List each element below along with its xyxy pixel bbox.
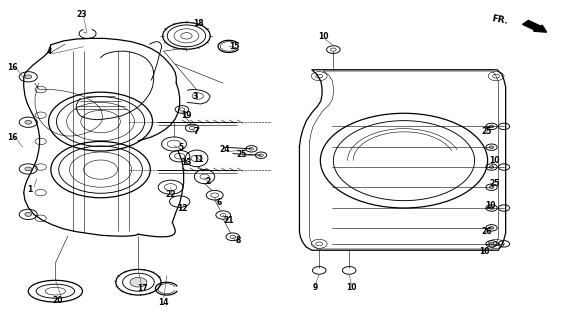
Circle shape bbox=[25, 120, 32, 124]
Circle shape bbox=[489, 243, 494, 245]
Text: 12: 12 bbox=[177, 204, 187, 213]
Text: 7: 7 bbox=[194, 127, 199, 136]
Circle shape bbox=[489, 125, 494, 128]
Circle shape bbox=[489, 146, 494, 148]
Text: 13: 13 bbox=[181, 158, 192, 167]
Text: 10: 10 bbox=[346, 283, 357, 292]
Text: 25: 25 bbox=[489, 179, 499, 188]
Text: 10: 10 bbox=[318, 32, 328, 41]
Circle shape bbox=[489, 186, 494, 188]
Circle shape bbox=[489, 227, 494, 229]
Text: 6: 6 bbox=[216, 198, 222, 207]
Text: 20: 20 bbox=[53, 296, 63, 305]
Text: 22: 22 bbox=[166, 190, 176, 199]
Text: 14: 14 bbox=[159, 298, 169, 307]
Text: 3: 3 bbox=[192, 92, 198, 101]
Circle shape bbox=[25, 75, 32, 79]
Text: 16: 16 bbox=[7, 133, 18, 142]
Text: 25: 25 bbox=[482, 127, 492, 136]
Text: 15: 15 bbox=[229, 42, 240, 51]
Circle shape bbox=[25, 212, 32, 216]
Circle shape bbox=[25, 167, 32, 171]
Text: 10: 10 bbox=[489, 156, 499, 165]
Text: 5: 5 bbox=[178, 143, 184, 152]
Text: 1: 1 bbox=[27, 185, 32, 194]
Text: 8: 8 bbox=[236, 236, 241, 245]
Text: FR.: FR. bbox=[490, 14, 509, 26]
Text: 16: 16 bbox=[7, 63, 18, 72]
Circle shape bbox=[489, 207, 494, 209]
Circle shape bbox=[130, 277, 147, 287]
Circle shape bbox=[489, 166, 494, 168]
FancyArrow shape bbox=[523, 20, 546, 32]
Text: 24: 24 bbox=[220, 145, 230, 154]
Text: 10: 10 bbox=[480, 247, 490, 256]
Text: 2: 2 bbox=[205, 177, 211, 186]
Text: 19: 19 bbox=[181, 111, 192, 120]
Text: 25: 25 bbox=[237, 150, 247, 159]
Text: 11: 11 bbox=[194, 155, 204, 164]
Text: 17: 17 bbox=[137, 284, 147, 293]
Text: 10: 10 bbox=[485, 201, 496, 210]
Text: 18: 18 bbox=[194, 19, 204, 28]
Text: 23: 23 bbox=[77, 10, 87, 19]
Text: 9: 9 bbox=[312, 283, 318, 292]
Text: 4: 4 bbox=[47, 47, 53, 56]
Text: 21: 21 bbox=[224, 216, 234, 225]
Text: 26: 26 bbox=[482, 227, 492, 236]
